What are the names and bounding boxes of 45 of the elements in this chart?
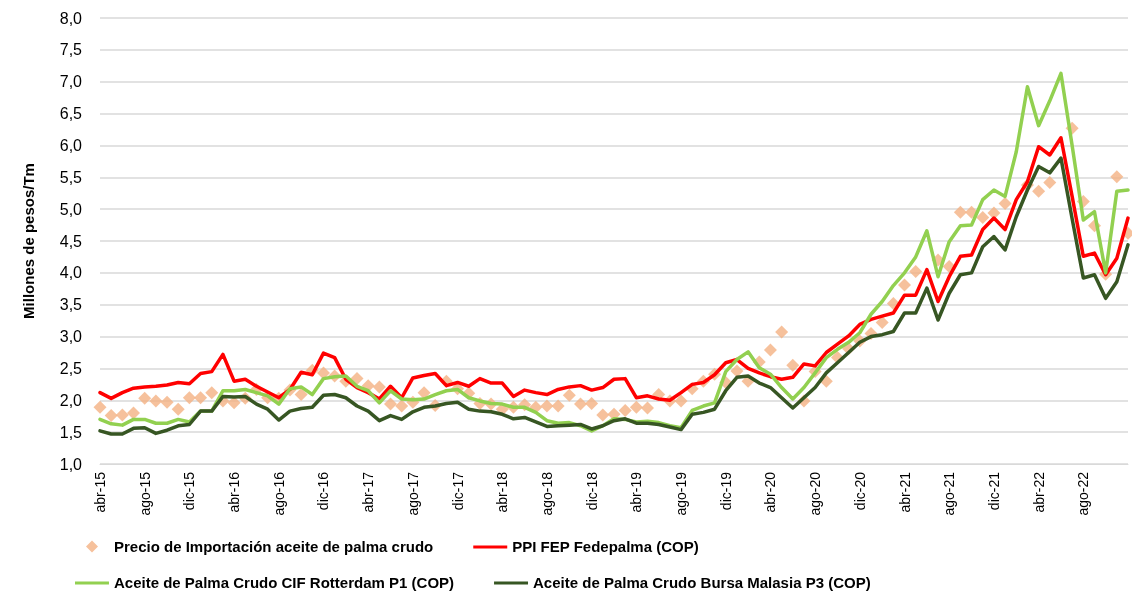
line-series	[98, 71, 1130, 433]
x-tick-label: dic-19	[717, 471, 734, 511]
x-tick-label: abr-22	[1030, 471, 1047, 513]
y-tick-label: 5,0	[59, 200, 83, 218]
x-tick-label: ago-15	[136, 471, 153, 516]
x-tick-label: abr-15	[92, 471, 108, 513]
y-tick-label: 5,5	[59, 168, 83, 186]
line-series	[98, 156, 1130, 436]
x-tick-label: ago-21	[941, 471, 958, 516]
y-tick-label: 7,5	[59, 41, 83, 59]
legend-label: Precio de Importación aceite de palma crudo	[114, 538, 434, 555]
x-tick-label: dic-18	[583, 471, 600, 511]
y-tick-label: 3,0	[59, 328, 83, 346]
x-tick-label: ago-16	[270, 471, 287, 516]
x-tick-label: abr-17	[360, 471, 377, 513]
x-tick-label: abr-18	[494, 471, 511, 513]
x-tick-label: abr-19	[628, 471, 645, 513]
x-tick-label: ago-19	[673, 471, 690, 516]
y-tick-label: 2,5	[59, 359, 83, 377]
y-tick-label: 2,0	[59, 391, 83, 409]
y-tick-label: 6,0	[59, 136, 83, 154]
x-tick-label: ago-22	[1075, 471, 1092, 516]
y-tick-label: 1,5	[59, 423, 83, 441]
y-axis-title: Millones de pesos/Tm	[20, 163, 37, 319]
x-tick-label: dic-16	[315, 471, 332, 511]
legend-label: PPI FEP Fedepalma (COP)	[512, 538, 699, 555]
y-tick-label: 4,0	[59, 264, 83, 282]
x-tick-label: abr-20	[762, 471, 779, 513]
legend-label: Aceite de Palma Crudo Bursa Malasia P3 (COP)	[533, 574, 871, 591]
y-tick-label: 6,5	[59, 105, 83, 123]
x-tick-label: ago-17	[404, 471, 421, 516]
y-tick-label: 1,0	[59, 455, 83, 473]
x-tick-label: dic-20	[851, 471, 868, 511]
y-tick-label: 3,5	[59, 296, 83, 314]
x-tick-label: dic-21	[985, 471, 1002, 511]
y-tick-label: 4,5	[59, 232, 83, 250]
x-tick-label: abr-21	[896, 471, 913, 513]
y-tick-label: 7,0	[59, 73, 83, 91]
legend-label: Aceite de Palma Crudo CIF Rotterdam P1 (COP)	[113, 574, 455, 591]
x-tick-label: ago-18	[538, 471, 555, 516]
x-tick-label: abr-16	[226, 471, 243, 513]
x-tick-label: dic-17	[449, 471, 466, 511]
x-tick-label: ago-20	[807, 471, 824, 516]
y-tick-label: 8,0	[59, 9, 83, 27]
x-tick-label: dic-15	[181, 471, 198, 511]
